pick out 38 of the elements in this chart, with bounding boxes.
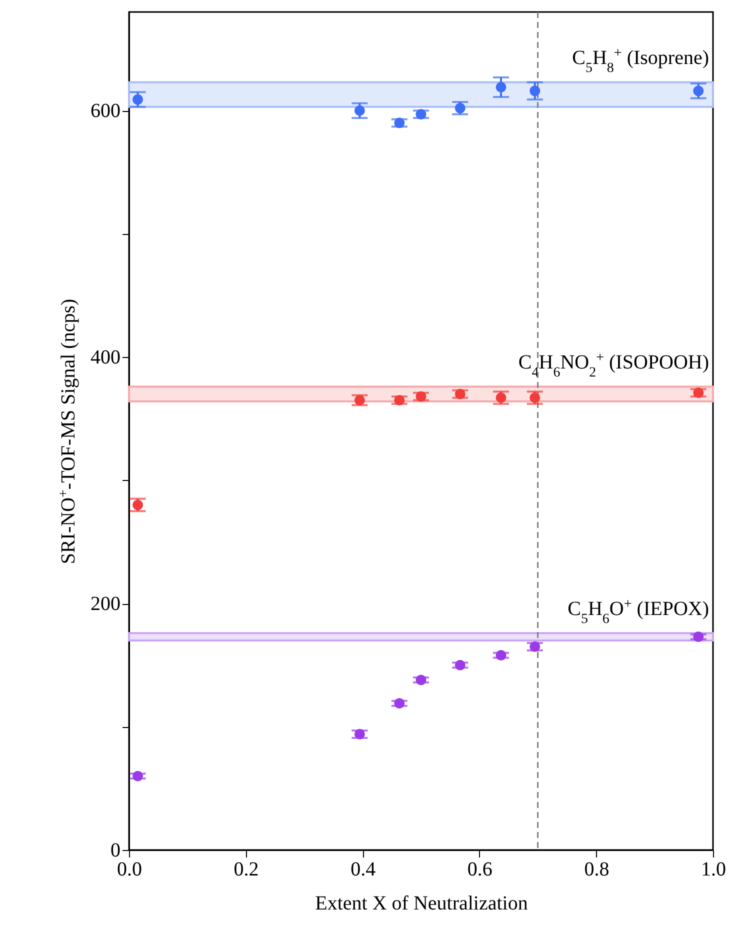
point xyxy=(416,109,426,120)
point xyxy=(496,650,506,661)
point xyxy=(530,392,540,403)
point xyxy=(496,82,506,92)
point xyxy=(693,632,704,642)
y-tick-label: 600 xyxy=(90,100,120,122)
y-tick-label: 400 xyxy=(90,346,120,369)
point xyxy=(530,86,540,96)
band-label: C$_{4}$H$_{6}$NO$_{2}$$^{+}$ (ISOPOOH) xyxy=(518,350,709,380)
y-tick-label: 200 xyxy=(90,593,120,616)
point xyxy=(132,94,144,105)
x-tick-label: 0.8 xyxy=(584,858,610,880)
point xyxy=(530,641,540,652)
x-tick-label: 1.0 xyxy=(701,858,726,880)
band-label: C$_{5}$H$_{6}$O$^{+}$ (IEPOX) xyxy=(568,596,709,627)
point xyxy=(454,102,466,114)
x-tick-label: 0.0 xyxy=(117,858,142,880)
x-tick-label: 0.6 xyxy=(467,858,492,880)
point xyxy=(693,388,704,398)
point xyxy=(394,698,405,709)
x-axis-title: Extent X of Neutralization xyxy=(315,892,528,914)
x-tick-label: 0.4 xyxy=(350,858,376,880)
point xyxy=(394,394,405,406)
point xyxy=(132,770,144,782)
y-tick-label: 0 xyxy=(110,840,120,862)
point xyxy=(416,674,426,686)
point xyxy=(394,118,405,128)
point xyxy=(454,660,466,670)
band-label: C$_{5}$H$_{8}$$^{+}$ (Isoprene) xyxy=(572,46,709,76)
point xyxy=(354,728,365,740)
point xyxy=(416,391,426,402)
point xyxy=(354,394,365,406)
point xyxy=(354,105,365,116)
point xyxy=(693,86,704,96)
point xyxy=(496,392,506,403)
point xyxy=(132,500,144,510)
point xyxy=(454,388,466,400)
x-tick-label: 0.2 xyxy=(234,858,259,880)
